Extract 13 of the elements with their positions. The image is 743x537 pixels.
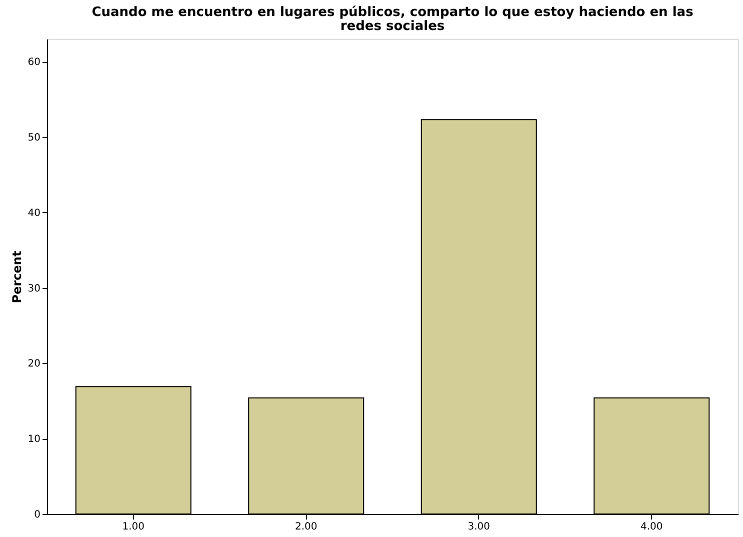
chart-title: Cuando me encuentro en lugares públicos, comparto lo que estoy haciendo en las redes sociales: [92, 5, 694, 34]
y-tick-label: 60: [28, 57, 40, 68]
y-tick-label: 50: [28, 132, 40, 144]
y-axis-title: Percent: [10, 250, 24, 304]
y-tick-label: 40: [28, 208, 40, 219]
y-tick-label: 30: [28, 283, 40, 294]
y-tick-label: 10: [28, 434, 40, 446]
y-tick-label: 20: [28, 358, 40, 370]
x-tick-label: 3.00: [468, 522, 490, 532]
y-tick-label: 0: [34, 510, 40, 520]
x-tick-label: 1.00: [122, 522, 145, 532]
x-tick-label: 2.00: [294, 522, 318, 532]
x-tick-label: 4.00: [640, 522, 663, 532]
